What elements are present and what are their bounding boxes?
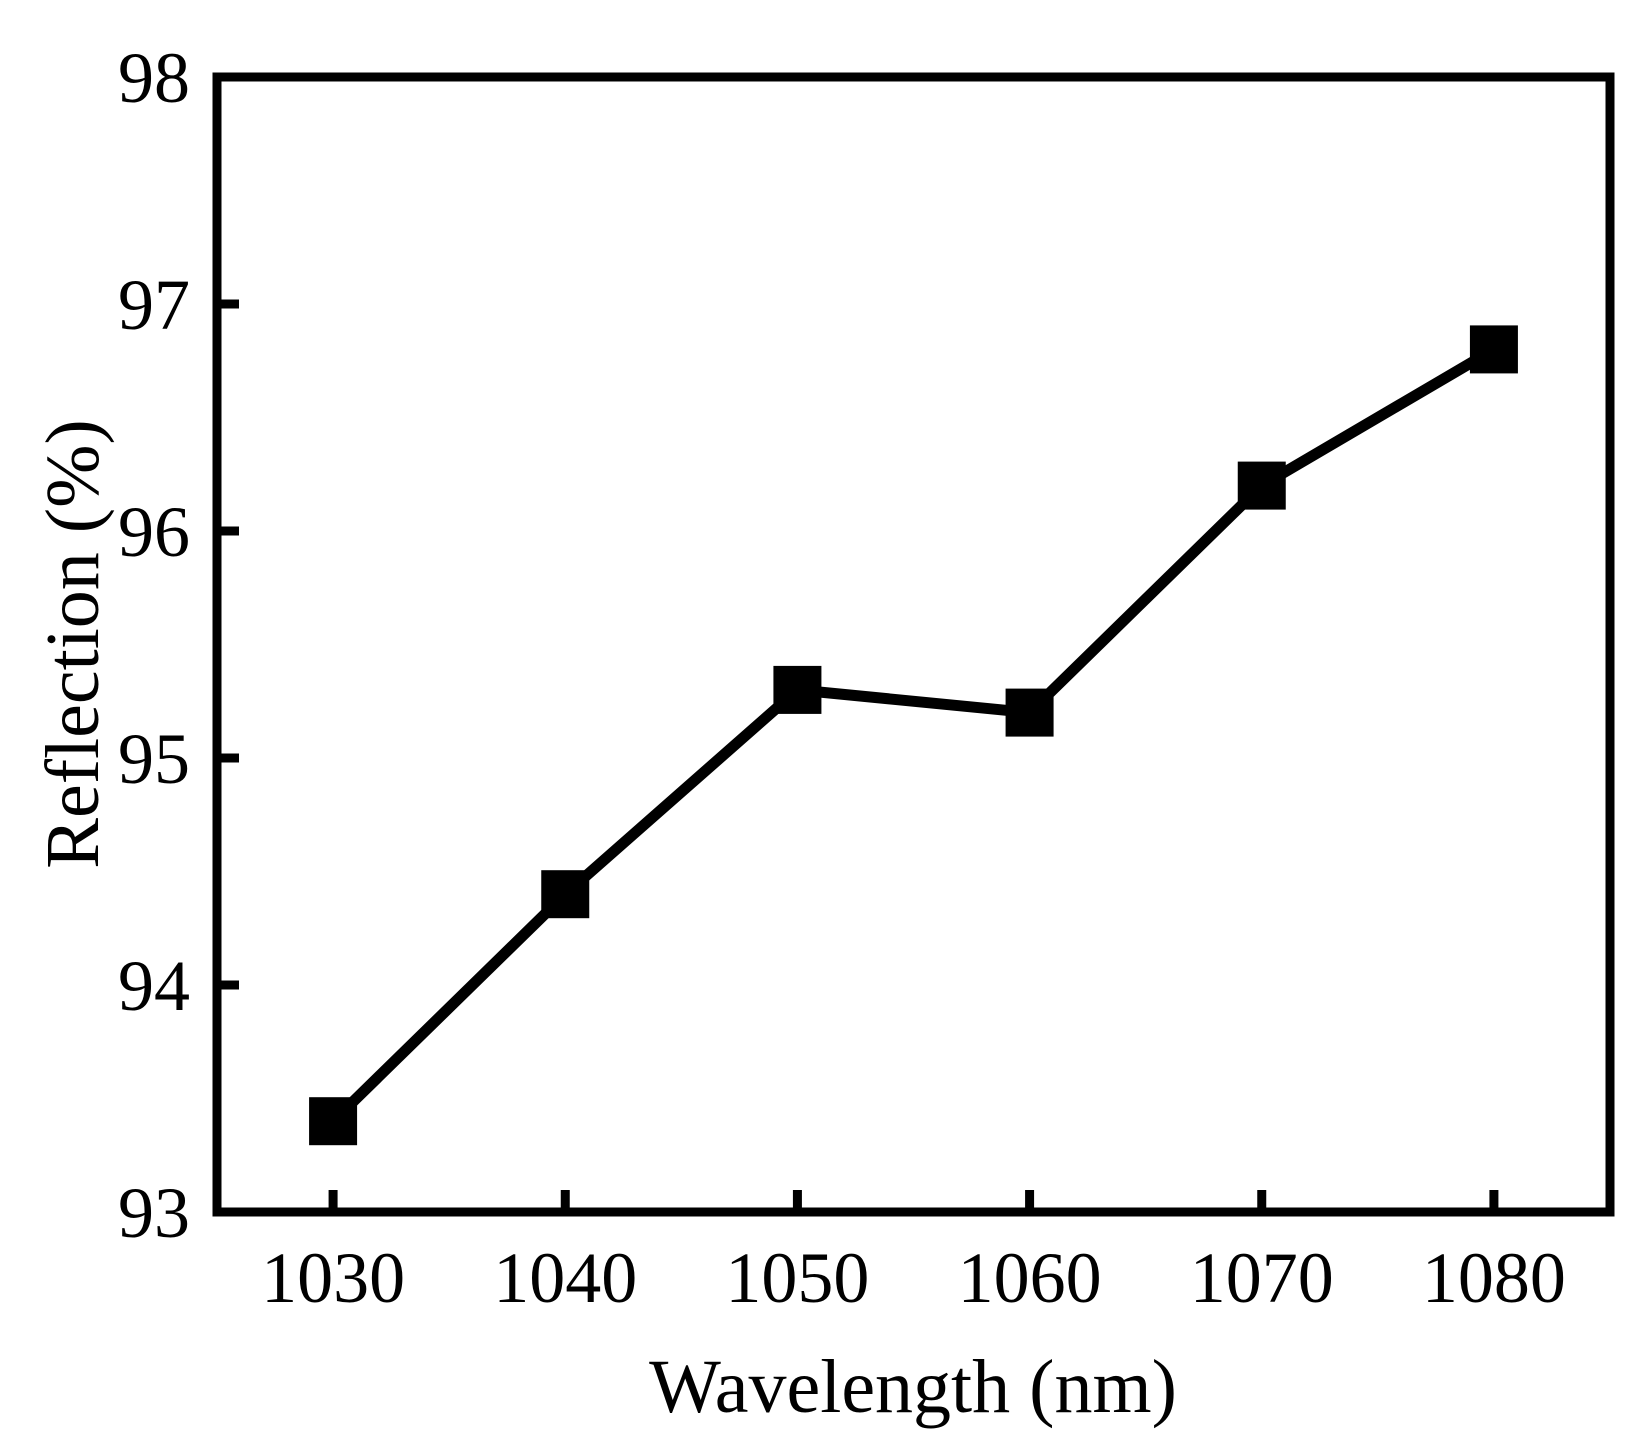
plot-frame	[212, 72, 1615, 1217]
data-point-1080	[1469, 325, 1518, 374]
y-tick-label-93: 93	[118, 1173, 190, 1253]
tick-labels: 1030 1040 1050 1060 1070 1080 93 94 95 96 97 98	[118, 38, 1566, 1318]
data-series	[309, 325, 1518, 1146]
x-tick-label-1080: 1080	[1422, 1238, 1566, 1318]
axis-ticks	[217, 299, 1499, 1212]
y-tick-label-97: 97	[118, 265, 190, 345]
data-point-1070	[1237, 461, 1286, 510]
data-point-1030	[309, 1097, 358, 1146]
x-tick-label-1030: 1030	[261, 1238, 405, 1318]
x-tick-label-1060: 1060	[958, 1238, 1102, 1318]
y-axis-title: Reflection (%)	[31, 419, 115, 868]
x-tick-label-1040: 1040	[493, 1238, 637, 1318]
data-point-1050	[773, 665, 822, 714]
x-tick-label-1050: 1050	[725, 1238, 869, 1318]
y-tick-label-94: 94	[118, 946, 190, 1026]
x-tick-label-1070: 1070	[1190, 1238, 1334, 1318]
data-point-1040	[541, 870, 590, 919]
data-point-1060	[1005, 688, 1054, 737]
y-tick-label-98: 98	[118, 38, 190, 118]
series-line	[329, 344, 1497, 1126]
y-tick-label-96: 96	[118, 492, 190, 572]
y-tick-label-95: 95	[118, 719, 190, 799]
x-axis-title: Wavelength (nm)	[649, 1345, 1177, 1429]
